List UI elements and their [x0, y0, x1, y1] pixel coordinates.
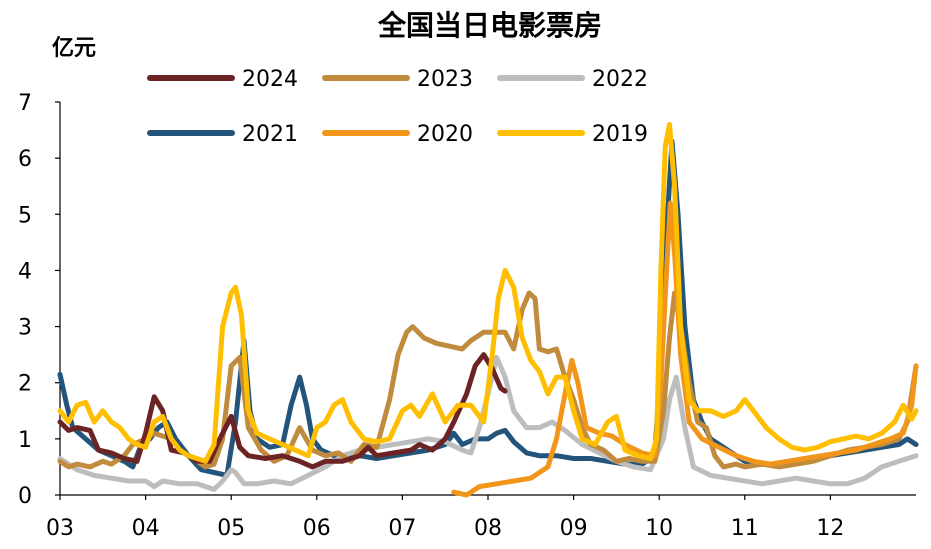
- y-tick-label: 7: [18, 91, 32, 116]
- y-axis-unit-label: 亿元: [52, 36, 96, 61]
- chart-title: 全国当日电影票房: [377, 9, 602, 42]
- series-line-2019: [57, 122, 919, 464]
- legend: 2024 2023 2022 2021 2020 2019: [147, 67, 648, 147]
- x-tick-label: 11: [731, 516, 759, 541]
- y-tick-label: 1: [18, 428, 32, 453]
- x-tick-label: 10: [645, 516, 673, 541]
- legend-label-2019: 2019: [592, 122, 648, 147]
- x-tick-label: 08: [474, 516, 502, 541]
- series-group: [57, 122, 919, 498]
- y-tick-label: 0: [18, 484, 32, 509]
- legend-label-2021: 2021: [242, 122, 298, 147]
- y-tick-label: 6: [18, 147, 32, 172]
- x-tick-label: 12: [816, 516, 844, 541]
- x-tick-label: 07: [388, 516, 416, 541]
- series-line-2024: [57, 352, 508, 470]
- legend-label-2022: 2022: [592, 67, 648, 92]
- y-tick-label: 5: [18, 203, 32, 228]
- series-line-2020: [451, 200, 919, 498]
- legend-label-2023: 2023: [417, 67, 473, 92]
- x-tick-label: 06: [303, 516, 331, 541]
- x-tick-label: 09: [560, 516, 588, 541]
- x-tick-label: 05: [217, 516, 245, 541]
- y-tick-label: 3: [18, 316, 32, 341]
- legend-label-2020: 2020: [417, 122, 473, 147]
- y-tick-label: 2: [18, 372, 32, 397]
- x-tick-label: 04: [132, 516, 160, 541]
- x-tick-label: 03: [46, 516, 74, 541]
- legend-label-2024: 2024: [242, 67, 298, 92]
- y-tick-label: 4: [18, 259, 32, 284]
- series-line-2021: [57, 138, 919, 478]
